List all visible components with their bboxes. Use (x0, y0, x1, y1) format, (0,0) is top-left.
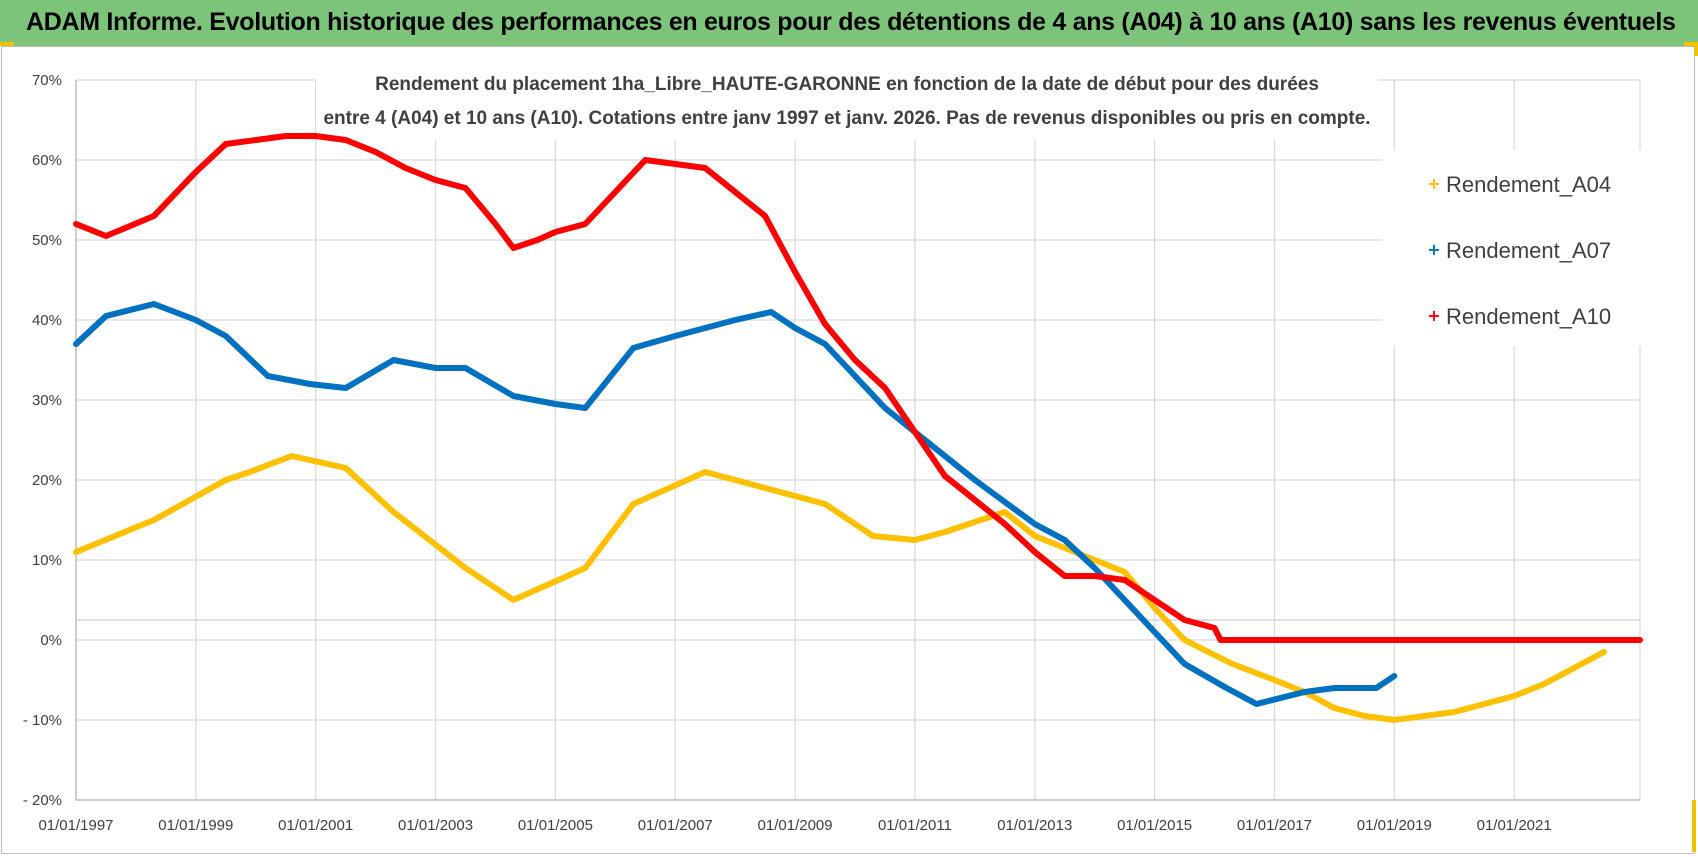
x-tick-label: 01/01/2003 (398, 817, 473, 834)
series-line-rendement-a10 (73, 133, 1643, 643)
x-tick-label: 01/01/2011 (878, 817, 952, 834)
x-tick-label: 01/01/1999 (158, 817, 233, 834)
y-tick-label: 10% (32, 552, 62, 569)
x-tick-label: 01/01/2017 (1237, 817, 1312, 834)
x-tick-label: 01/01/2001 (278, 817, 353, 834)
x-tick-label: 01/01/1997 (38, 817, 113, 834)
legend: + Rendement_A04 + Rendement_A07 + Rendement_A… (1382, 150, 1644, 346)
y-tick-label: 70% (32, 72, 62, 89)
y-axis-ticks: 70% 60% 50% 40% 30% 20% 10% 0% - 10% - 20% (23, 72, 62, 809)
subtitle-line-2: entre 4 (A04) et 10 ans (A10). Cotations… (323, 108, 1370, 129)
series-lines (73, 133, 1643, 723)
series-line-rendement-a07 (73, 301, 1398, 707)
y-tick-label: 20% (32, 472, 62, 489)
corner-mark-top-right (1684, 42, 1698, 46)
x-tick-label: 01/01/2015 (1117, 817, 1192, 834)
x-tick-label: 01/01/2021 (1477, 817, 1552, 834)
gridlines (75, 79, 1641, 801)
legend-marker: + (1427, 240, 1440, 259)
y-tick-label: 40% (32, 312, 62, 329)
legend-label: Rendement_A10 (1446, 304, 1611, 329)
x-axis-ticks: 01/01/1997 01/01/1999 01/01/2001 01/01/2003… (38, 817, 1551, 834)
y-tick-label: - 20% (23, 792, 62, 809)
x-tick-label: 01/01/2005 (518, 817, 593, 834)
legend-marker: + (1427, 306, 1440, 325)
legend-label: Rendement_A04 (1446, 172, 1611, 197)
y-tick-label: 30% (32, 392, 62, 409)
x-tick-label: 01/01/2007 (638, 817, 713, 834)
chart-header-bar: ADAM Informe. Evolution historique des p… (0, 0, 1698, 46)
corner-mark-top-left (0, 42, 14, 46)
series-line-rendement-a04 (73, 453, 1607, 723)
legend-marker: + (1427, 174, 1440, 193)
chart-subtitle: Rendement du placement 1ha_Libre_HAUTE-G… (316, 66, 1378, 140)
corner-mark-top-right-v (1694, 42, 1698, 56)
legend-label: Rendement_A07 (1446, 238, 1611, 263)
subtitle-background (316, 66, 1378, 140)
chart-header-title: ADAM Informe. Evolution historique des p… (26, 8, 1676, 36)
y-tick-label: 60% (32, 152, 62, 169)
y-tick-label: 50% (32, 232, 62, 249)
x-tick-label: 01/01/2009 (758, 817, 833, 834)
corner-mark-bottom-right-v (1692, 800, 1696, 852)
y-tick-label: - 10% (23, 712, 62, 729)
subtitle-line-1: Rendement du placement 1ha_Libre_HAUTE-G… (375, 74, 1319, 95)
x-tick-label: 01/01/2013 (997, 817, 1072, 834)
legend-background (1382, 150, 1644, 346)
y-tick-label: 0% (40, 632, 62, 649)
x-tick-label: 01/01/2019 (1357, 817, 1432, 834)
